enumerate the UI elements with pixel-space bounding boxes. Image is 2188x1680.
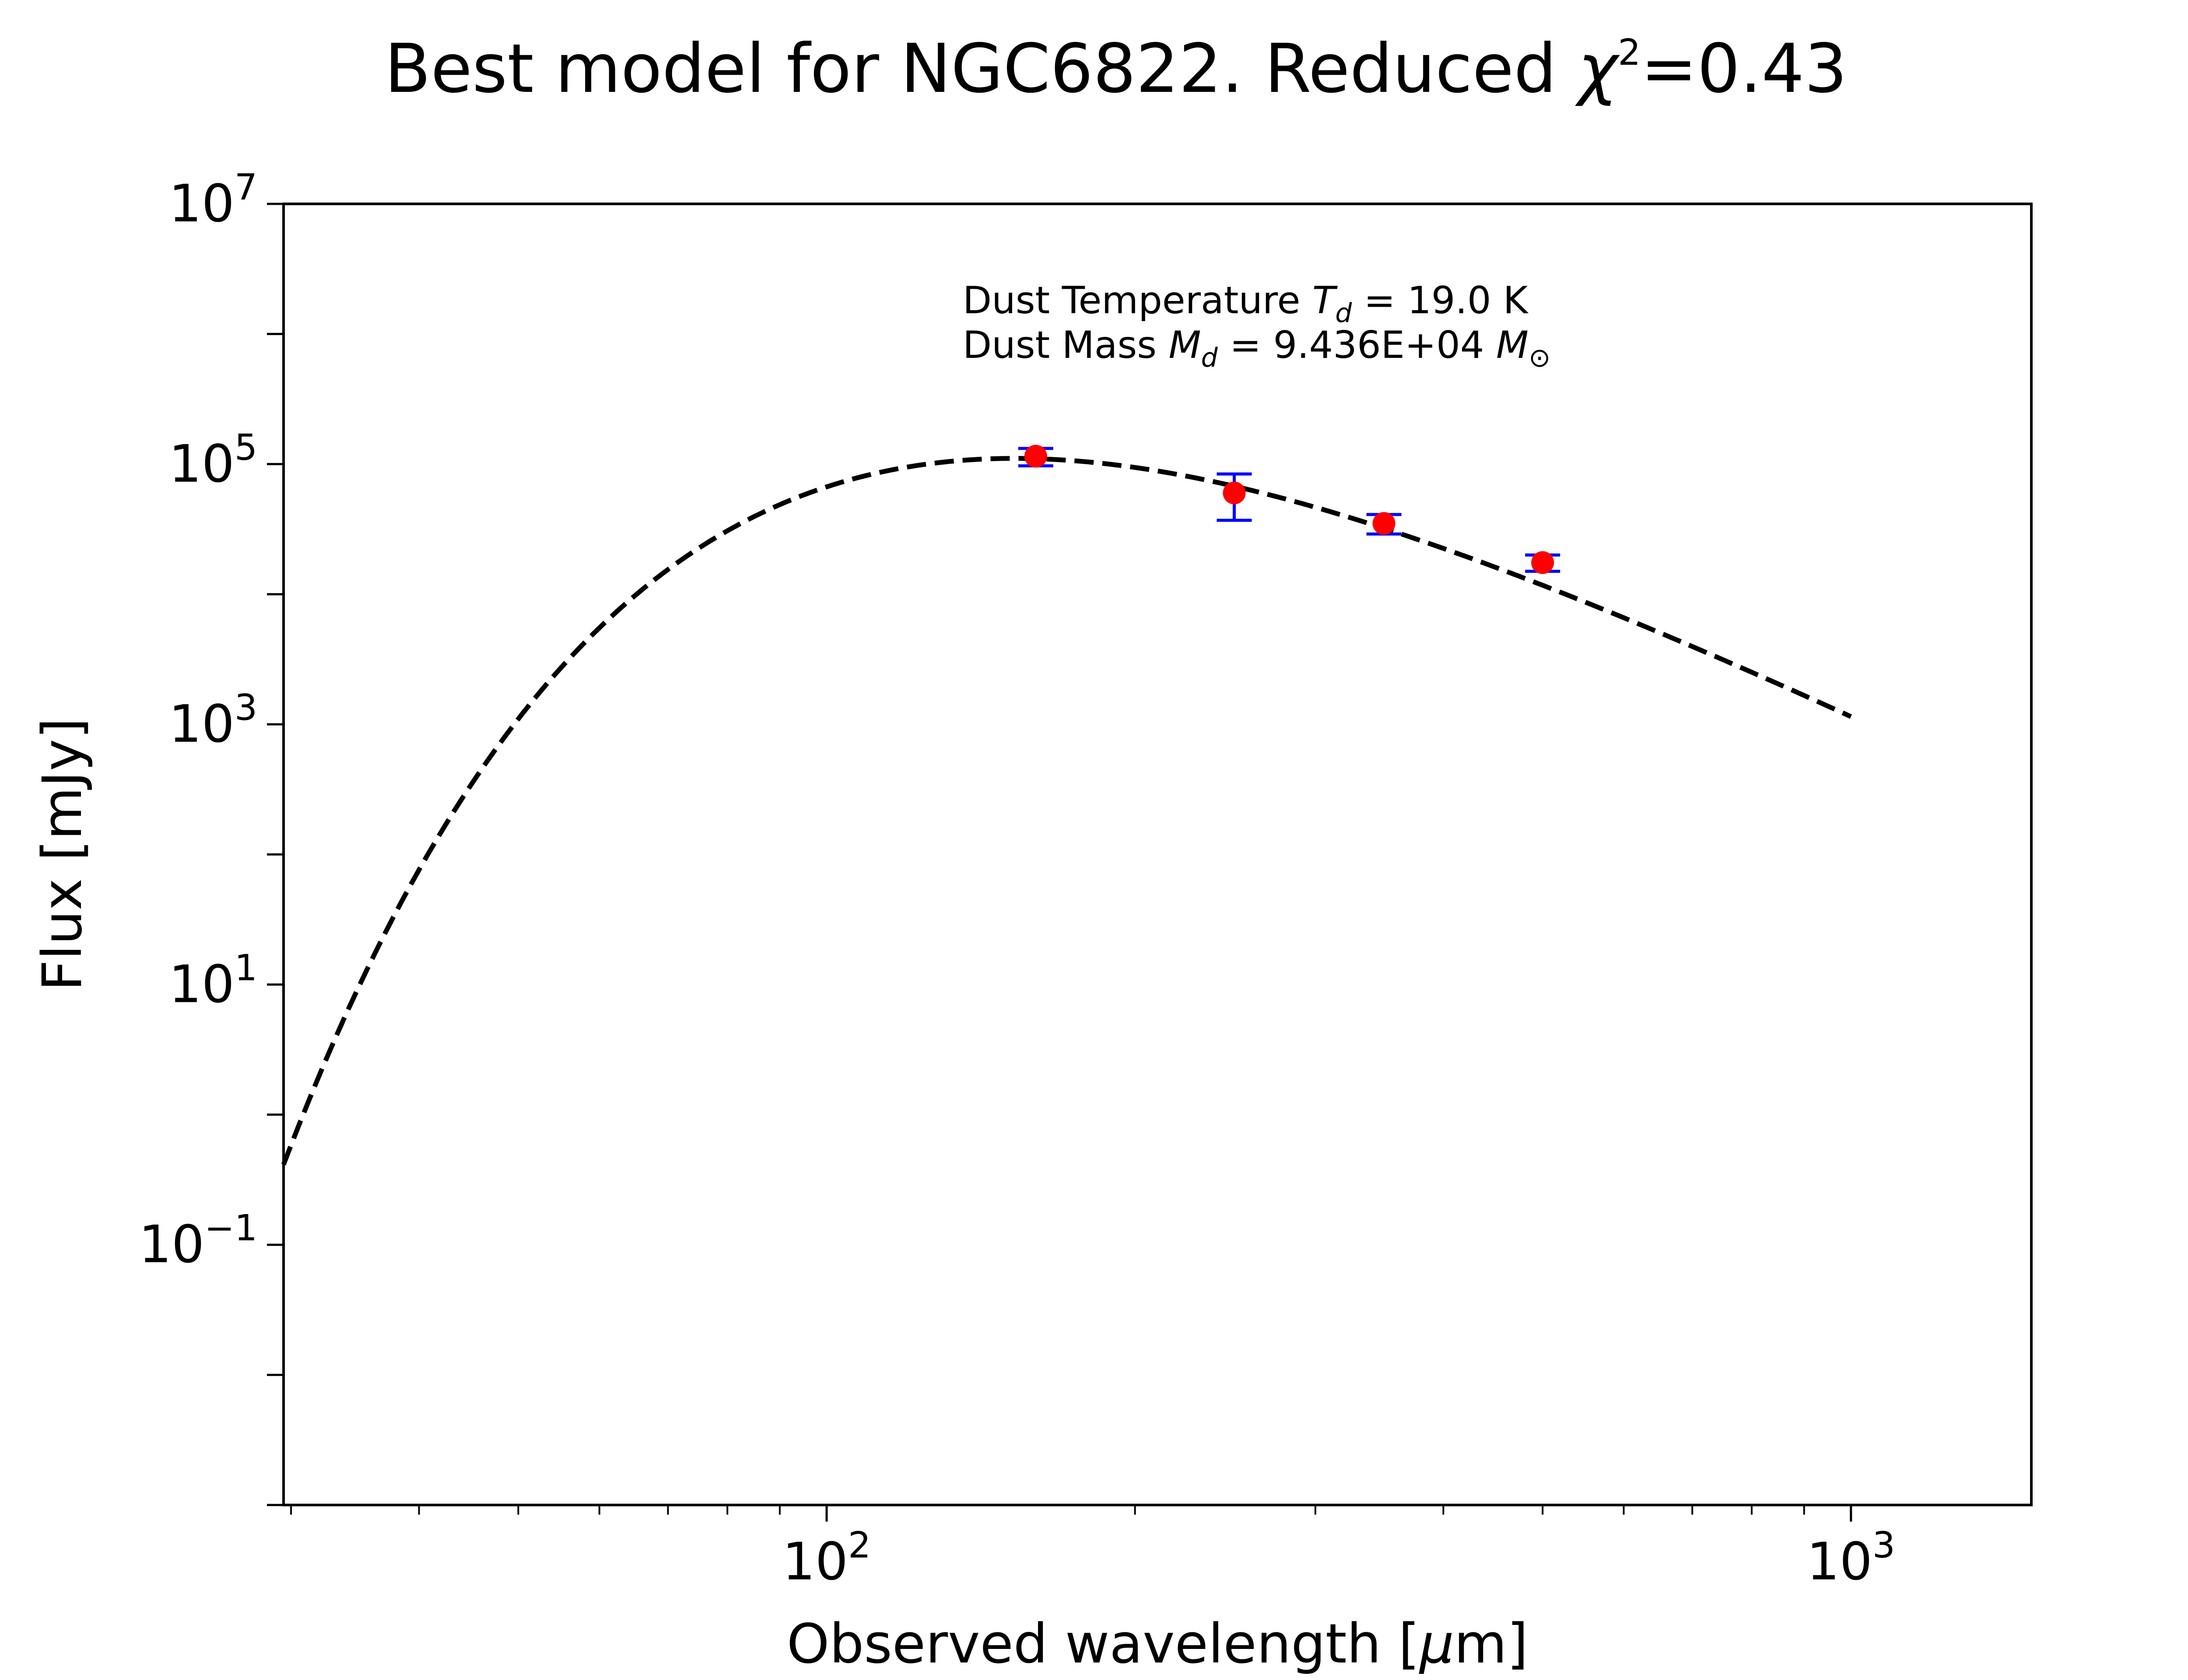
data-point: [1223, 481, 1246, 504]
annotation-mass: Dust Mass Md = 9.436E+04 M⊙: [963, 323, 1550, 373]
x-tick-label: 102: [782, 1525, 871, 1592]
points-layer: [1018, 444, 1560, 574]
annotation-temperature-symbol: T: [1312, 279, 1338, 322]
plot-frame: [282, 203, 2033, 1506]
x-axis-label-post: m]: [1454, 1613, 1528, 1676]
annotation-temperature-value: = 19.0 K: [1352, 279, 1529, 322]
annotation-temperature: Dust Temperature Td = 19.0 K: [963, 279, 1529, 329]
ticks-layer: 102 103 10−1 101 103 105 107: [139, 167, 1895, 1592]
annotation-mass-unit-sub: ⊙: [1529, 343, 1550, 373]
annotation-temperature-sub: d: [1335, 298, 1352, 329]
x-tick-label: 103: [1807, 1525, 1895, 1592]
y-axis-label: Flux [mJy]: [31, 718, 94, 991]
y-tick-label: 10−1: [139, 1208, 257, 1274]
x-axis-label-mu: μ: [1419, 1613, 1454, 1676]
x-axis-label-pre: Observed wavelength [: [787, 1613, 1420, 1676]
annotation-mass-value: = 9.436E+04: [1218, 323, 1496, 367]
annotation-mass-unit: M: [1496, 323, 1529, 367]
annotation-mass-pre: Dust Mass: [963, 323, 1168, 367]
chart-title-value: =0.43: [1641, 30, 1847, 108]
data-point: [1372, 512, 1396, 535]
annotation-mass-sub: d: [1201, 343, 1218, 373]
chart-title-chi-exp: 2: [1618, 32, 1641, 74]
model-curve: [281, 456, 1852, 1166]
model-layer: [281, 456, 1852, 1166]
y-tick-label: 103: [169, 687, 257, 754]
y-tick-label: 101: [169, 947, 257, 1014]
data-point: [1531, 551, 1554, 574]
x-axis-label: Observed wavelength [μm]: [787, 1613, 1528, 1676]
chart-title-chi: χ: [1575, 30, 1620, 108]
annotation-mass-symbol: M: [1168, 323, 1201, 367]
y-tick-label: 105: [169, 427, 257, 494]
annotation-temperature-pre: Dust Temperature: [963, 279, 1312, 322]
chart-title: Best model for NGC6822. Reduced χ2=0.43: [385, 30, 1848, 108]
y-tick-label: 107: [169, 167, 257, 234]
chart-title-main: Best model for NGC6822. Reduced: [385, 30, 1578, 108]
data-point: [1024, 444, 1047, 468]
